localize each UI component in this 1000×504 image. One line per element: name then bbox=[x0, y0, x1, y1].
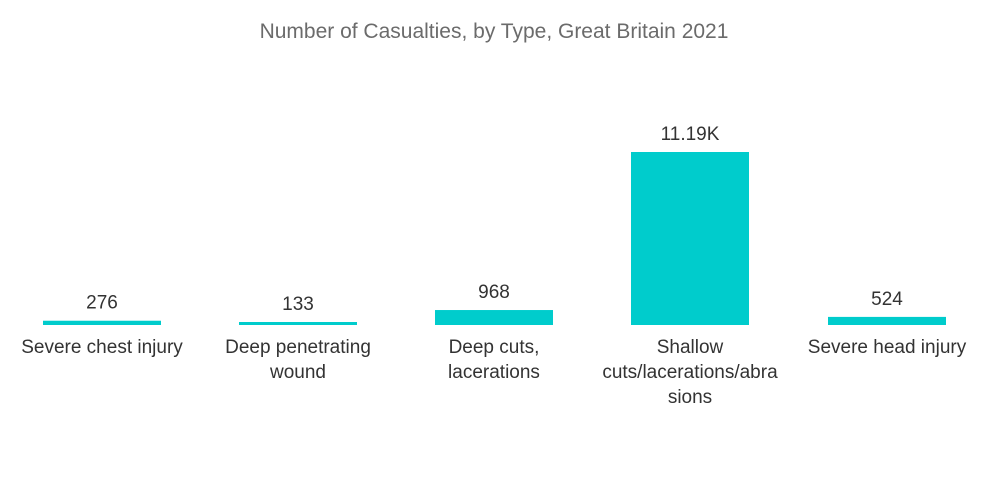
category-labels-layer: Severe chest injury Deep penetrating wound… bbox=[21, 337, 966, 408]
category-label-4: Shallow cuts/lacerations/abra sions bbox=[602, 337, 778, 408]
category-label-line: wound bbox=[269, 362, 326, 383]
value-label-2: 133 bbox=[282, 294, 314, 315]
value-label-5: 524 bbox=[871, 289, 903, 310]
bar-3 bbox=[435, 310, 553, 325]
category-label-5: Severe head injury bbox=[808, 337, 967, 358]
category-label-line: Deep penetrating bbox=[225, 337, 371, 358]
value-label-3: 968 bbox=[478, 282, 510, 303]
category-label-2: Deep penetrating wound bbox=[225, 337, 371, 383]
bar-2 bbox=[239, 322, 357, 325]
category-label-3: Deep cuts, lacerations bbox=[448, 337, 540, 383]
category-label-line: Deep cuts, bbox=[449, 337, 540, 358]
bars-layer bbox=[43, 152, 946, 325]
value-labels-layer: 276 133 968 11.19K 524 bbox=[86, 124, 903, 315]
category-label-1: Severe chest injury bbox=[21, 337, 183, 358]
chart-title: Number of Casualties, by Type, Great Bri… bbox=[260, 20, 729, 43]
bar-5 bbox=[828, 316, 946, 325]
value-label-1: 276 bbox=[86, 293, 118, 314]
category-label-line: lacerations bbox=[448, 362, 540, 383]
category-label-line: Severe head injury bbox=[808, 337, 967, 358]
category-label-line: cuts/lacerations/abra bbox=[602, 362, 778, 383]
bar-1 bbox=[43, 320, 161, 325]
category-label-line: Shallow bbox=[657, 337, 724, 358]
category-label-line: Severe chest injury bbox=[21, 337, 183, 358]
bar-4 bbox=[631, 152, 749, 325]
value-label-4: 11.19K bbox=[661, 124, 720, 145]
category-label-line: sions bbox=[668, 387, 712, 408]
